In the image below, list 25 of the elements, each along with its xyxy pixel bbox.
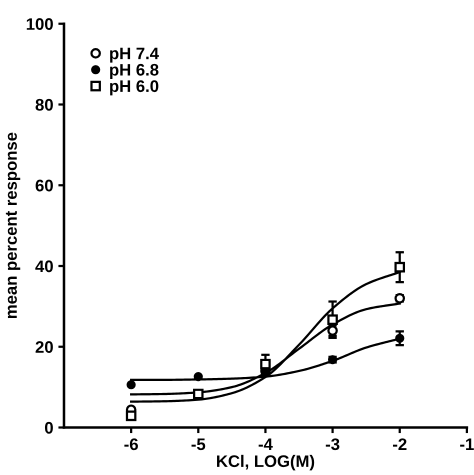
x-axis-title: KCl, LOG(M) xyxy=(217,454,314,470)
point xyxy=(194,372,203,382)
y-tick-label: 20 xyxy=(36,341,53,353)
x-tick-label: -5 xyxy=(192,438,206,450)
point xyxy=(327,314,338,325)
y-tick-label: 60 xyxy=(36,180,53,192)
y-tick-label: 100 xyxy=(26,18,53,30)
point xyxy=(394,262,406,272)
x-tick-label: -2 xyxy=(392,438,406,450)
point xyxy=(193,388,204,400)
point xyxy=(395,334,404,343)
x-tick-label: -3 xyxy=(326,438,340,450)
point xyxy=(126,380,136,390)
legend-label: pH 6.8 xyxy=(110,64,158,79)
x-tick-label: -6 xyxy=(124,438,138,450)
point xyxy=(260,358,271,370)
y-axis-title: mean percent response xyxy=(6,132,20,318)
x-tick-label: -1 xyxy=(460,438,474,450)
legend-label: pH 7.4 xyxy=(110,48,159,63)
y-tick-label: 40 xyxy=(35,260,53,272)
y-tick-label: 0 xyxy=(44,422,53,434)
x-tick-label: -4 xyxy=(258,438,273,450)
legend-label: pH 6.0 xyxy=(110,80,158,96)
y-tick-label: 80 xyxy=(36,98,53,111)
point xyxy=(126,410,136,422)
